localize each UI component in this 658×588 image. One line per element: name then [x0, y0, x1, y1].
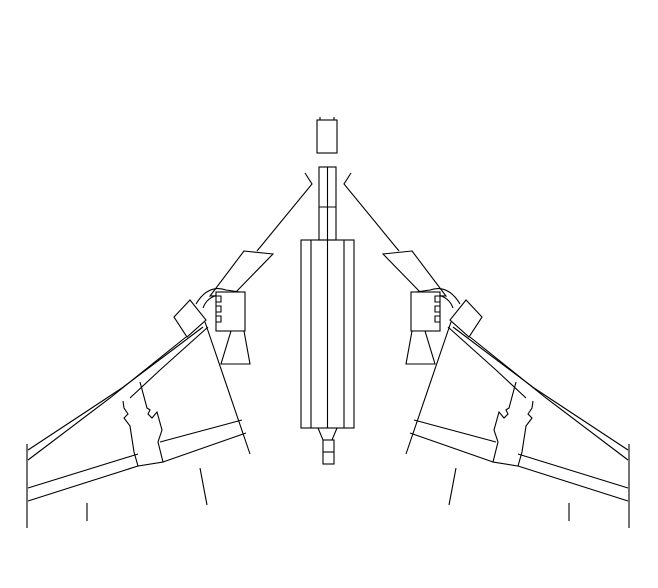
left-beam-bottom: [27, 432, 247, 502]
left-arm-inner-diagonal: [129, 326, 209, 399]
right-small-block: [449, 299, 483, 338]
left-guide-line: [256, 172, 313, 252]
left-arm-upper-edge: [27, 336, 187, 461]
left-slanted-tick: [199, 467, 208, 506]
left-arm-end-edge: [204, 321, 251, 455]
right-arm-assembly: [343, 172, 630, 528]
right-guide-line: [343, 172, 400, 252]
right-beam-top: [413, 419, 629, 489]
right-slanted-tick: [448, 467, 457, 506]
right-vertical-member: [492, 381, 534, 467]
bottom-taper: [317, 427, 338, 441]
left-cone: [220, 330, 251, 365]
left-arm-top-line: [27, 326, 204, 451]
right-block-teeth: [434, 295, 440, 323]
right-arm-upper-edge: [469, 336, 629, 461]
right-arm-top-line: [452, 326, 629, 451]
right-arm-inner-diagonal: [447, 326, 527, 399]
right-arm-end-edge: [405, 321, 452, 455]
right-clamp-bracket: [381, 250, 448, 297]
left-block-teeth: [216, 295, 222, 323]
right-cone: [405, 330, 436, 365]
top-cap-block: [316, 119, 338, 154]
left-vertical-member: [122, 381, 164, 467]
left-beam-top: [27, 419, 243, 489]
left-arm-assembly: [26, 172, 313, 528]
right-beam-bottom: [409, 432, 629, 502]
left-clamp-bracket: [208, 250, 275, 297]
center-column: [300, 117, 355, 465]
left-small-block: [173, 299, 207, 338]
